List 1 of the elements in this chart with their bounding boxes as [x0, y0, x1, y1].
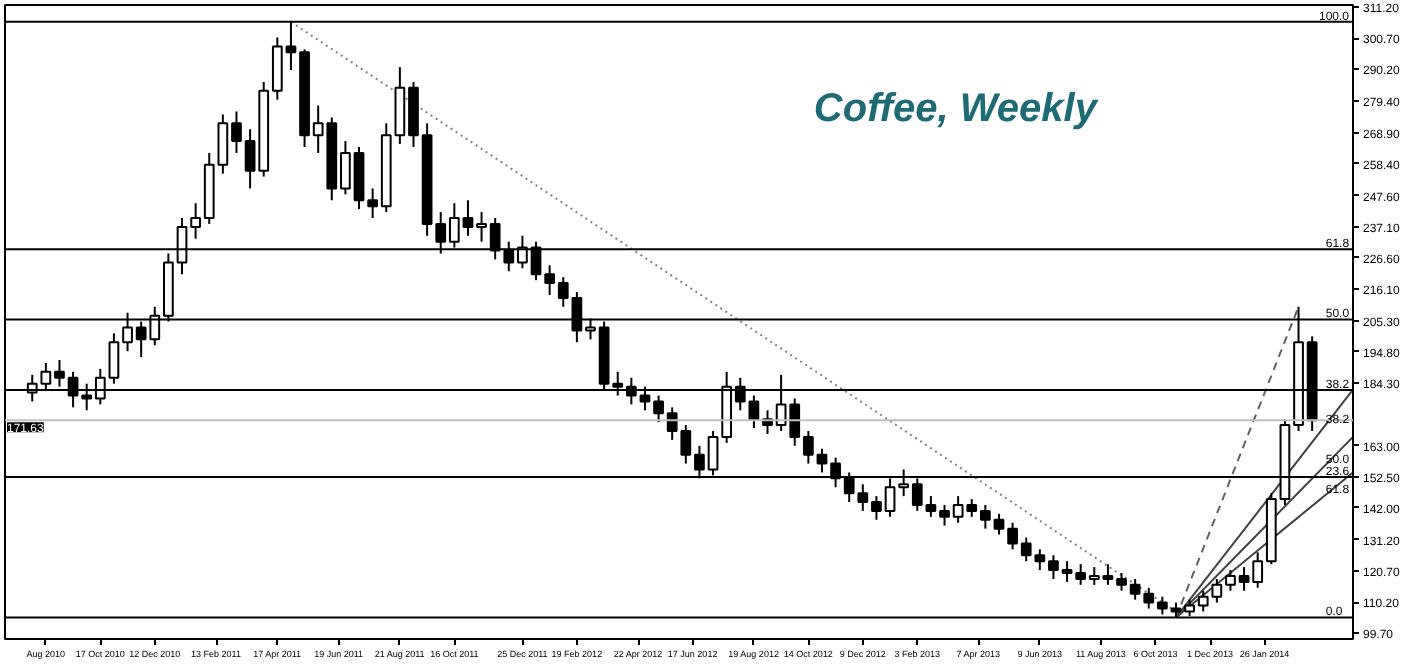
text: Coffee, Weekly: [813, 86, 1099, 131]
